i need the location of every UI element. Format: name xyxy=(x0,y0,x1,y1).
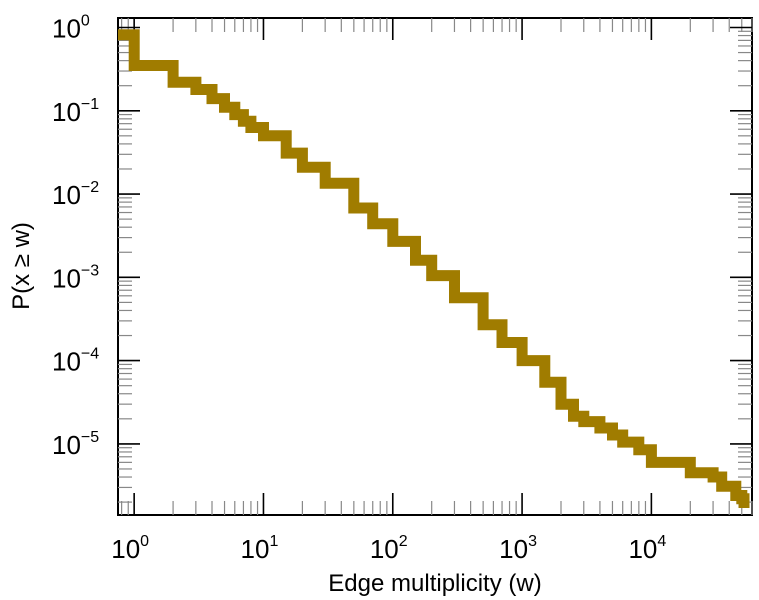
x-tick-label-2: 102 xyxy=(370,533,408,564)
y-tick-labels: 100 10−1 10−2 10−3 10−4 10−5 xyxy=(52,12,99,459)
x-tick-label-1: 101 xyxy=(241,533,279,564)
x-tick-label-3: 103 xyxy=(499,533,537,564)
y-tick-label-2: 10−2 xyxy=(52,179,99,210)
x-tick-label-0: 100 xyxy=(111,533,149,564)
series-line-ccdf xyxy=(118,29,750,508)
y-tick-label-0: 100 xyxy=(52,12,90,43)
x-tick-labels: 100 101 102 103 104 xyxy=(111,533,666,564)
plot-frame xyxy=(117,17,753,516)
y-tick-label-1: 10−1 xyxy=(52,96,99,127)
minor-ticks xyxy=(118,18,753,515)
y-axis-title: P(x ≥ w) xyxy=(8,222,35,310)
x-tick-label-4: 104 xyxy=(628,533,666,564)
y-tick-label-3: 10−3 xyxy=(52,262,99,293)
x-axis-title: Edge multiplicity (w) xyxy=(328,570,541,597)
major-ticks xyxy=(118,18,752,515)
y-tick-label-4: 10−4 xyxy=(52,346,99,377)
y-tick-label-5: 10−5 xyxy=(52,429,99,460)
